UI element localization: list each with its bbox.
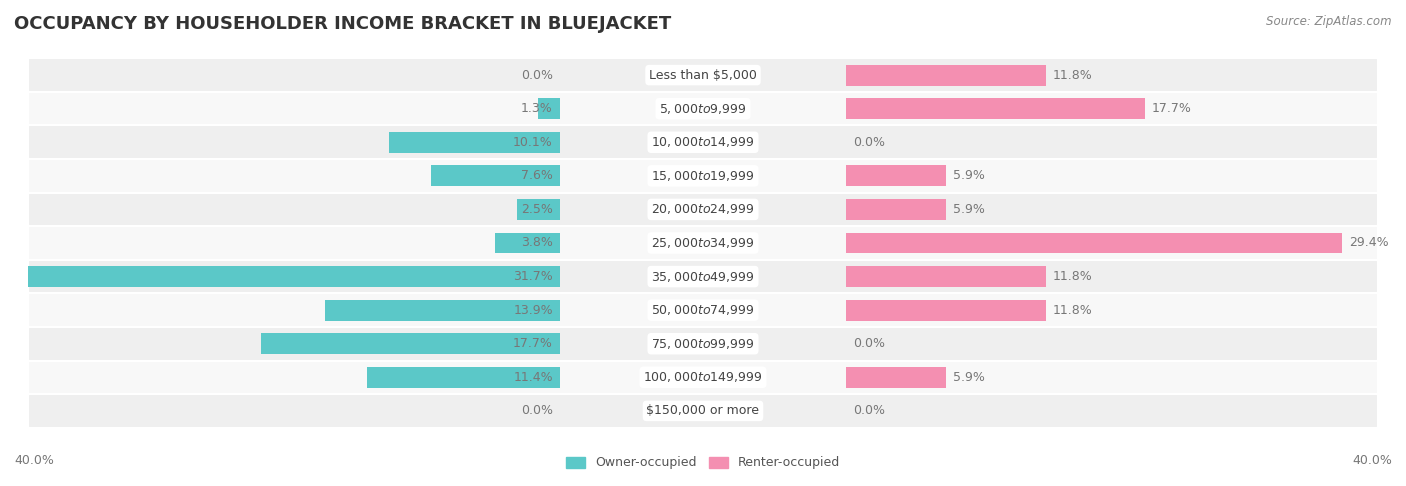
Bar xyxy=(537,98,560,119)
Text: $20,000 to $24,999: $20,000 to $24,999 xyxy=(651,203,755,216)
Text: $15,000 to $19,999: $15,000 to $19,999 xyxy=(651,169,755,183)
Text: $35,000 to $49,999: $35,000 to $49,999 xyxy=(651,270,755,283)
Text: 17.7%: 17.7% xyxy=(1152,102,1192,115)
Bar xyxy=(25,266,560,287)
Text: 0.0%: 0.0% xyxy=(853,337,886,350)
Legend: Owner-occupied, Renter-occupied: Owner-occupied, Renter-occupied xyxy=(567,456,839,469)
Text: $50,000 to $74,999: $50,000 to $74,999 xyxy=(651,303,755,317)
Bar xyxy=(262,333,560,354)
Bar xyxy=(846,165,946,186)
Text: 0.0%: 0.0% xyxy=(853,404,886,417)
Text: $150,000 or more: $150,000 or more xyxy=(647,404,759,417)
Text: 0.0%: 0.0% xyxy=(520,404,553,417)
Text: $10,000 to $14,999: $10,000 to $14,999 xyxy=(651,135,755,149)
Bar xyxy=(28,294,1378,327)
Text: 13.9%: 13.9% xyxy=(513,304,553,317)
Text: 5.9%: 5.9% xyxy=(953,169,984,182)
Bar xyxy=(517,199,560,220)
Bar xyxy=(846,98,1144,119)
Text: Less than $5,000: Less than $5,000 xyxy=(650,69,756,82)
Text: 5.9%: 5.9% xyxy=(953,203,984,216)
Bar xyxy=(846,266,1046,287)
Text: $75,000 to $99,999: $75,000 to $99,999 xyxy=(651,337,755,351)
Text: 29.4%: 29.4% xyxy=(1350,237,1389,249)
Text: OCCUPANCY BY HOUSEHOLDER INCOME BRACKET IN BLUEJACKET: OCCUPANCY BY HOUSEHOLDER INCOME BRACKET … xyxy=(14,15,671,33)
Bar xyxy=(28,159,1378,192)
Text: 1.3%: 1.3% xyxy=(522,102,553,115)
Bar xyxy=(28,92,1378,125)
Bar xyxy=(28,226,1378,260)
Text: 3.8%: 3.8% xyxy=(522,237,553,249)
Text: 40.0%: 40.0% xyxy=(14,453,53,467)
Text: 11.8%: 11.8% xyxy=(1052,270,1092,283)
Bar xyxy=(846,199,946,220)
Text: $25,000 to $34,999: $25,000 to $34,999 xyxy=(651,236,755,250)
Text: 7.6%: 7.6% xyxy=(522,169,553,182)
Text: 40.0%: 40.0% xyxy=(1353,453,1392,467)
Text: 0.0%: 0.0% xyxy=(853,136,886,149)
Bar xyxy=(846,233,1343,253)
Bar xyxy=(28,58,1378,92)
Text: $100,000 to $149,999: $100,000 to $149,999 xyxy=(644,370,762,384)
Text: $5,000 to $9,999: $5,000 to $9,999 xyxy=(659,102,747,116)
Bar xyxy=(389,132,560,153)
Bar xyxy=(367,367,560,388)
Bar xyxy=(28,327,1378,361)
Bar xyxy=(28,361,1378,394)
Text: 2.5%: 2.5% xyxy=(522,203,553,216)
Bar xyxy=(28,192,1378,226)
Text: 31.7%: 31.7% xyxy=(513,270,553,283)
Text: 0.0%: 0.0% xyxy=(520,69,553,82)
Bar xyxy=(28,394,1378,428)
Bar xyxy=(28,260,1378,294)
Bar xyxy=(846,65,1046,86)
Bar xyxy=(432,165,560,186)
Text: 11.4%: 11.4% xyxy=(513,371,553,384)
Bar xyxy=(846,300,1046,321)
Text: 10.1%: 10.1% xyxy=(513,136,553,149)
Bar xyxy=(28,125,1378,159)
Bar xyxy=(495,233,560,253)
Text: 5.9%: 5.9% xyxy=(953,371,984,384)
Bar xyxy=(846,367,946,388)
Text: 11.8%: 11.8% xyxy=(1052,304,1092,317)
Text: 11.8%: 11.8% xyxy=(1052,69,1092,82)
Bar xyxy=(325,300,560,321)
Text: 17.7%: 17.7% xyxy=(513,337,553,350)
Text: Source: ZipAtlas.com: Source: ZipAtlas.com xyxy=(1267,15,1392,28)
